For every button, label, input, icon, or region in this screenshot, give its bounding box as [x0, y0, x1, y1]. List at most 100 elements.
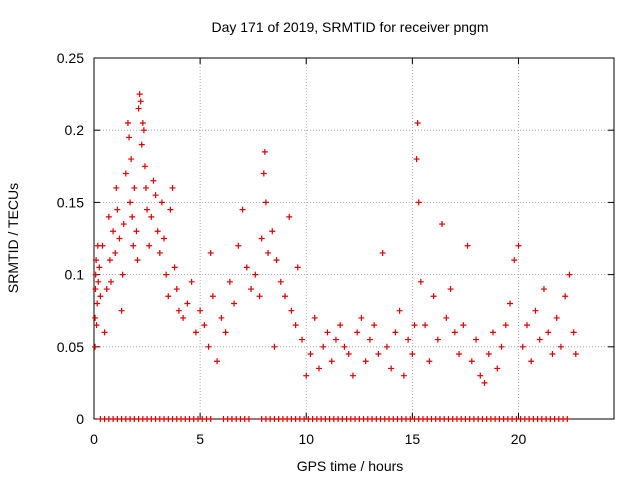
data-point: [519, 343, 526, 350]
data-point: [417, 278, 424, 285]
data-point: [557, 343, 564, 350]
x-tick-label: 10: [298, 431, 314, 447]
data-point: [129, 213, 136, 220]
data-point: [409, 351, 416, 358]
data-point: [141, 163, 148, 170]
data-point: [114, 206, 121, 213]
data-point: [303, 372, 310, 379]
data-point: [243, 264, 250, 271]
data-point: [311, 314, 318, 321]
data-point: [349, 372, 356, 379]
data-point: [112, 249, 119, 256]
data-point: [294, 264, 301, 271]
data-point: [92, 343, 99, 350]
data-point: [532, 307, 539, 314]
data-point: [261, 148, 268, 155]
data-point: [570, 329, 577, 336]
data-point: [332, 336, 339, 343]
data-point: [415, 199, 422, 206]
data-point: [507, 300, 513, 307]
data-point: [110, 228, 117, 235]
data-point: [122, 170, 129, 177]
data-point: [307, 351, 314, 358]
data-point: [477, 372, 484, 379]
data-point: [269, 228, 276, 235]
y-tick-label: 0.25: [57, 50, 84, 66]
data-point: [126, 134, 133, 141]
data-point: [167, 206, 174, 213]
data-point: [354, 329, 361, 336]
data-point: [226, 278, 233, 285]
data-point: [158, 199, 165, 206]
data-point: [120, 221, 127, 228]
data-point: [137, 98, 144, 105]
data-point: [99, 242, 106, 249]
data-point: [572, 351, 579, 358]
data-point: [150, 177, 157, 184]
y-axis: 0 0.05 0.1 0.15 0.2 0.25: [57, 50, 614, 427]
data-point: [205, 343, 212, 350]
x-tick-label: 15: [405, 431, 421, 447]
data-point: [383, 343, 390, 350]
data-point: [481, 379, 488, 386]
data-point: [320, 343, 327, 350]
data-point: [345, 351, 352, 358]
data-point: [144, 206, 151, 213]
data-point: [388, 365, 395, 372]
data-point: [337, 322, 344, 329]
data-point: [128, 156, 135, 163]
data-point: [485, 351, 492, 358]
data-point: [490, 329, 497, 336]
data-point: [292, 322, 299, 329]
data-point: [286, 213, 293, 220]
data-point: [156, 249, 163, 256]
data-point: [161, 235, 168, 242]
y-tick-label: 0.2: [65, 122, 85, 138]
data-point: [218, 314, 225, 321]
data-point: [271, 343, 278, 350]
data-point: [430, 293, 437, 300]
data-point: [460, 322, 467, 329]
data-point: [113, 184, 120, 191]
data-point: [116, 235, 123, 242]
data-point: [252, 271, 259, 278]
data-point: [93, 257, 100, 264]
data-point: [136, 91, 143, 98]
y-axis-label: SRMTID / TECUs: [5, 183, 21, 293]
data-point: [201, 322, 208, 329]
data-point: [94, 300, 101, 307]
data-point: [414, 119, 421, 126]
data-point: [92, 271, 99, 278]
data-point: [456, 351, 463, 358]
data-point: [207, 416, 214, 422]
data-point: [107, 278, 114, 285]
data-point: [366, 336, 373, 343]
data-point: [511, 257, 518, 264]
data-point: [133, 228, 140, 235]
data-point: [494, 365, 501, 372]
data-point: [165, 293, 172, 300]
data-point: [101, 329, 108, 336]
data-point: [464, 242, 471, 249]
y-tick-label: 0.15: [57, 194, 84, 210]
data-point: [396, 307, 403, 314]
data-point: [248, 286, 255, 293]
data-point: [209, 293, 216, 300]
data-point: [131, 184, 138, 191]
data-point: [260, 170, 267, 177]
data-point: [134, 257, 141, 264]
x-tick-label: 5: [196, 431, 204, 447]
data-point: [392, 329, 399, 336]
data-point: [171, 264, 178, 271]
y-tick-label: 0.1: [65, 267, 85, 283]
data-point: [411, 322, 418, 329]
data-point: [127, 199, 134, 206]
data-point: [282, 293, 289, 300]
data-point: [135, 105, 142, 112]
data-point: [422, 322, 429, 329]
data-point: [379, 249, 386, 256]
data-point: [468, 358, 475, 365]
data-point: [154, 228, 161, 235]
data-point: [523, 322, 530, 329]
